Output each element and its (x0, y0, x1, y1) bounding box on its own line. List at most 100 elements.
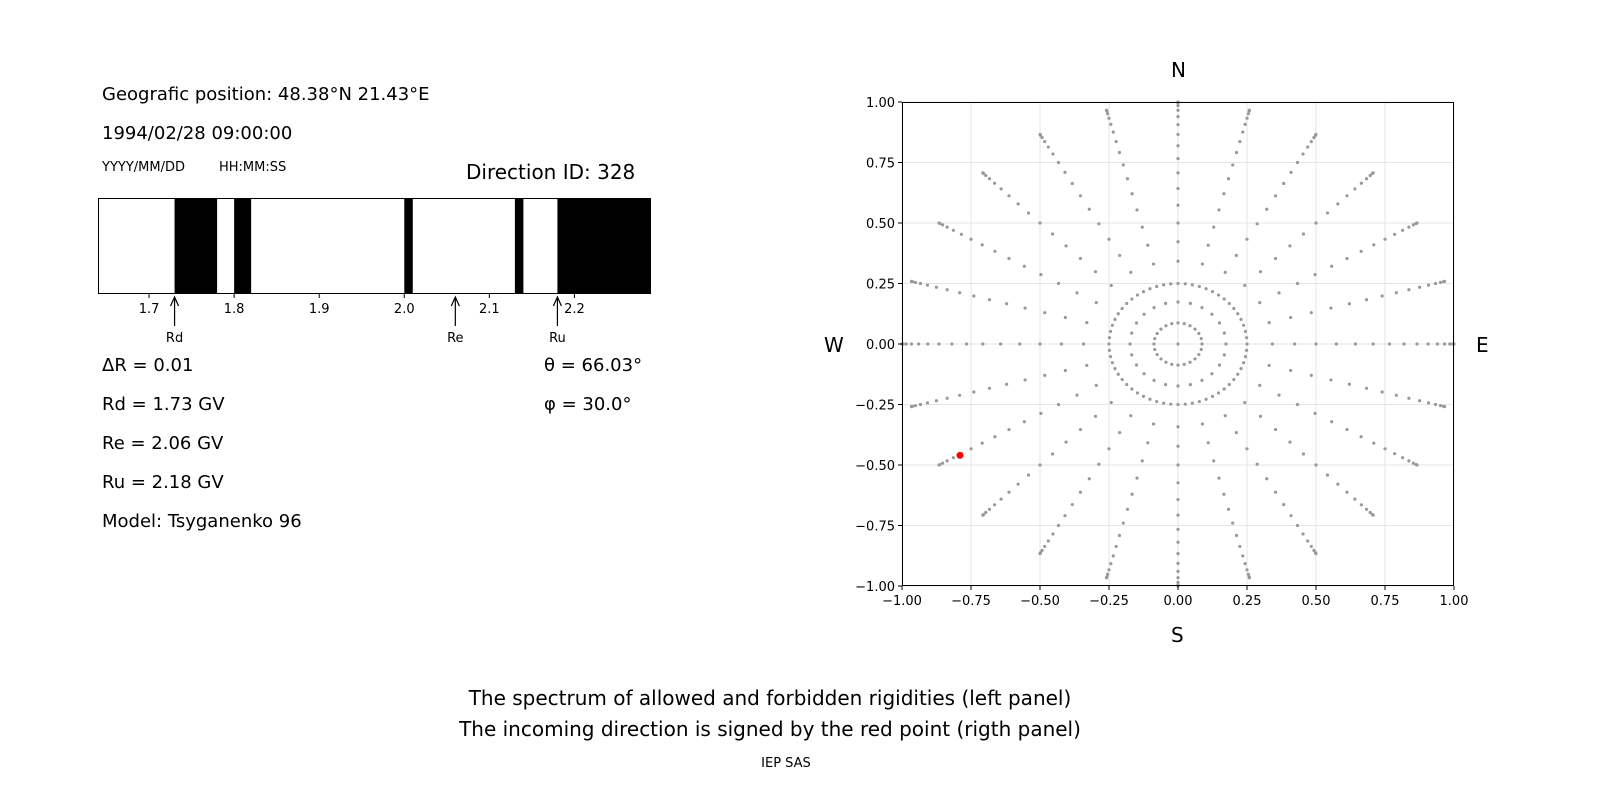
direction-point (941, 461, 945, 465)
institution-label: IEP SAS (761, 756, 811, 771)
south-label: S (1171, 623, 1184, 647)
direction-point (937, 342, 941, 346)
direction-point (1325, 211, 1330, 215)
direction-point (972, 294, 976, 298)
direction-point (1151, 422, 1156, 426)
direction-point (1231, 163, 1235, 167)
direction-point (1301, 532, 1305, 536)
direction-point (980, 243, 984, 247)
direction-point (1046, 145, 1050, 149)
direction-point (1146, 441, 1150, 445)
direction-point (1120, 377, 1124, 382)
direction-point (1193, 357, 1197, 361)
direction-point (1288, 244, 1292, 248)
direction-point (1190, 283, 1194, 287)
forbidden-band (514, 198, 524, 294)
direction-point (1347, 382, 1351, 386)
direction-point (1243, 400, 1247, 405)
direction-point (1239, 367, 1243, 371)
direction-point (981, 513, 985, 517)
delta-r-value: ΔR = 0.01 (102, 355, 194, 376)
direction-point (1170, 362, 1174, 366)
direction-point (1258, 270, 1263, 274)
polar-frame (902, 102, 1454, 586)
direction-point (1063, 368, 1067, 373)
direction-point (918, 281, 923, 286)
direction-point (1097, 222, 1101, 226)
direction-point (945, 288, 949, 292)
direction-point (1394, 393, 1398, 397)
direction-point (1368, 510, 1372, 515)
direction-point (1176, 300, 1180, 304)
direction-point (1130, 492, 1134, 496)
direction-point (1401, 456, 1405, 460)
caption-line-1: The spectrum of allowed and forbidden ri… (468, 686, 1072, 710)
direction-point (1289, 514, 1293, 518)
direction-point (913, 404, 918, 408)
direction-point (1223, 270, 1227, 274)
direction-point (1224, 342, 1228, 346)
direction-point (1245, 342, 1249, 346)
direction-point (980, 441, 984, 445)
direction-point (1176, 402, 1180, 407)
direction-point (1426, 401, 1431, 405)
direction-point (1193, 327, 1197, 331)
direction-point (1109, 283, 1113, 288)
direction-point (1148, 287, 1152, 291)
direction-point (1110, 323, 1114, 327)
direction-point (1295, 402, 1300, 407)
west-label: W (824, 333, 844, 357)
direction-point (1217, 321, 1222, 325)
direction-point (1159, 327, 1163, 331)
direction-point (1426, 283, 1431, 287)
direction-point (1222, 192, 1226, 196)
direction-point (1407, 225, 1411, 229)
direction-point (1176, 463, 1180, 467)
direction-point (1038, 132, 1042, 137)
direction-point (1345, 194, 1349, 198)
direction-point (1345, 427, 1349, 432)
direction-point (1371, 171, 1375, 175)
direction-point (1153, 347, 1157, 352)
direction-point (1433, 402, 1438, 407)
direction-point (1245, 348, 1249, 352)
direction-point (1120, 306, 1124, 311)
direction-point (1130, 353, 1134, 357)
direction-point (1039, 272, 1043, 277)
direction-point (1113, 317, 1117, 321)
direction-point (1334, 342, 1338, 346)
east-label: E (1476, 333, 1489, 357)
polar-x-tick-label: −1.00 (882, 594, 922, 609)
direction-point (1114, 139, 1118, 144)
direction-point (1097, 462, 1101, 466)
direction-point (1206, 441, 1210, 445)
direction-point (1107, 336, 1111, 340)
direction-point (1380, 390, 1384, 394)
direction-point (1176, 171, 1180, 175)
direction-point (1217, 208, 1221, 212)
direction-point (1372, 243, 1376, 247)
direction-point (1038, 551, 1042, 556)
selected-direction-point (956, 451, 964, 459)
date-format-label: YYYY/MM/DD (102, 160, 185, 175)
direction-point (1438, 280, 1443, 284)
direction-point (1217, 476, 1221, 480)
direction-point (1232, 306, 1236, 311)
direction-point (1241, 554, 1245, 558)
direction-point (1206, 243, 1210, 247)
direction-point (1130, 387, 1134, 391)
direction-point (1295, 523, 1300, 528)
direction-point (1232, 377, 1236, 382)
direction-point (1063, 315, 1067, 320)
direction-point (1325, 473, 1330, 477)
direction-point (1239, 317, 1243, 321)
direction-point (1330, 264, 1334, 268)
direction-point (964, 342, 969, 346)
direction-point (1155, 284, 1159, 289)
direction-point (1314, 221, 1318, 225)
direction-point (1197, 352, 1201, 357)
direction-point (1135, 293, 1140, 297)
direction-point (1078, 490, 1083, 494)
direction-point (1109, 122, 1113, 126)
direction-point (1245, 568, 1249, 572)
